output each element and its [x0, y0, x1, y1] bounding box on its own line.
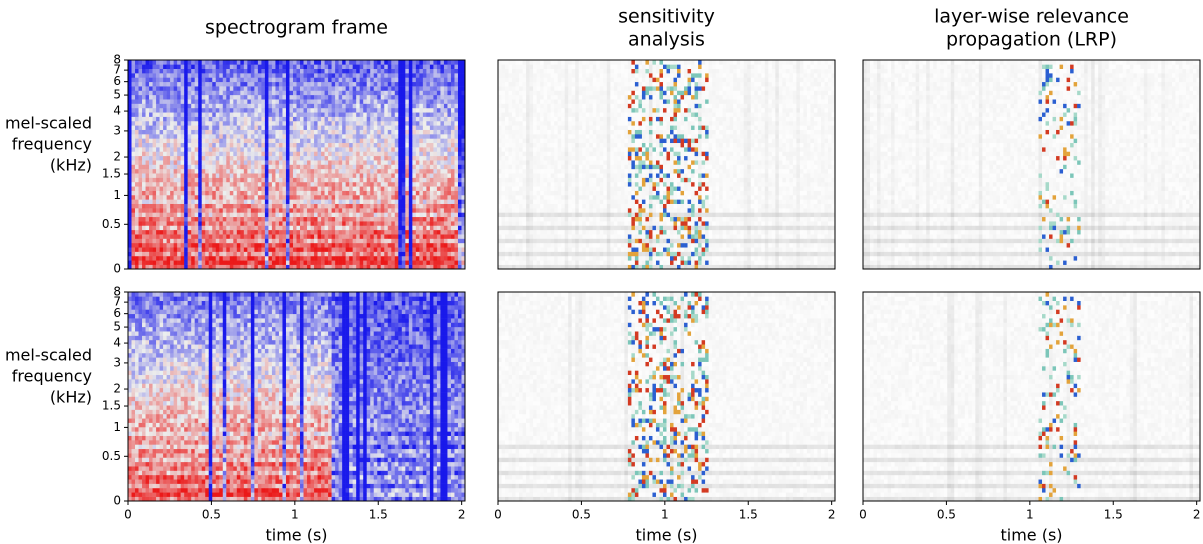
y-tick-label: 3 — [113, 123, 121, 137]
y-tick-label: 5 — [113, 88, 121, 102]
x-tick-label: 0 — [859, 508, 867, 522]
x-tick-label: 1.5 — [369, 508, 388, 522]
y-tick-label: 8 — [113, 285, 121, 299]
y-tick-label: 0.5 — [102, 449, 121, 463]
x-tick-label: 0 — [494, 508, 502, 522]
panel-title: layer-wise relevance — [934, 6, 1129, 28]
x-tick-label: 0.5 — [937, 508, 956, 522]
y-tick-label: 4 — [113, 336, 121, 350]
x-tick-label: 2 — [828, 508, 836, 522]
panel: sensitivityanalysis — [498, 6, 835, 270]
heatmap-image — [863, 60, 1200, 269]
y-tick-label: 1.5 — [102, 167, 121, 181]
panel-title: spectrogram frame — [205, 17, 388, 39]
y-axis-label: frequency — [12, 367, 92, 386]
y-axis-label: frequency — [12, 135, 92, 154]
x-tick-label: 0 — [124, 508, 132, 522]
x-tick-label: 0.5 — [202, 508, 221, 522]
y-tick-label: 1 — [113, 420, 121, 434]
x-tick-label: 0.5 — [572, 508, 591, 522]
panel: spectrogram frame mel-scaled frequency (kHz… — [5, 17, 465, 276]
x-tick-label: 2 — [1193, 508, 1201, 522]
x-tick-label: 1.5 — [739, 508, 758, 522]
panel: 0 0.5 1 1.5 2 time (s) — [494, 292, 835, 544]
heatmap-image — [128, 60, 465, 269]
y-tick-label: 0.5 — [102, 217, 121, 231]
panel-title: sensitivity — [618, 6, 715, 28]
x-tick-label: 1.5 — [1104, 508, 1123, 522]
y-tick-label: 2 — [113, 382, 121, 396]
panel: 0 0.5 1 1.5 2 time (s) — [859, 292, 1200, 544]
heatmap-image — [863, 292, 1200, 501]
x-tick-label: 1 — [661, 508, 669, 522]
y-tick-label: 0 — [113, 262, 121, 276]
y-axis-label: (kHz) — [50, 156, 92, 175]
y-tick-label: 3 — [113, 355, 121, 369]
y-tick-label: 0 — [113, 494, 121, 508]
y-tick-label: 8 — [113, 53, 121, 67]
panel-title: analysis — [628, 29, 705, 51]
y-tick-label: 1 — [113, 188, 121, 202]
x-axis-label: time (s) — [1000, 526, 1062, 544]
y-tick-label: 5 — [113, 320, 121, 334]
y-tick-label: 2 — [113, 150, 121, 164]
y-tick-label: 4 — [113, 104, 121, 118]
y-axis-label: mel-scaled — [5, 114, 92, 133]
panel: mel-scaledfrequency(kHz)00.511.523456780… — [5, 285, 466, 544]
panel-title: propagation (LRP) — [946, 29, 1117, 51]
x-axis-label: time (s) — [635, 526, 697, 544]
heatmap-image — [128, 292, 465, 501]
y-tick-label: 1.5 — [102, 399, 121, 413]
panel: layer-wise relevancepropagation (LRP) — [863, 6, 1200, 270]
y-axis-label: mel-scaled — [5, 346, 92, 365]
y-axis-label: (kHz) — [50, 388, 92, 407]
x-tick-label: 1 — [291, 508, 299, 522]
x-tick-label: 2 — [458, 508, 466, 522]
x-axis-label: time (s) — [265, 526, 327, 544]
heatmap-image — [498, 292, 835, 501]
x-tick-label: 1 — [1026, 508, 1034, 522]
heatmap-image — [498, 60, 835, 269]
